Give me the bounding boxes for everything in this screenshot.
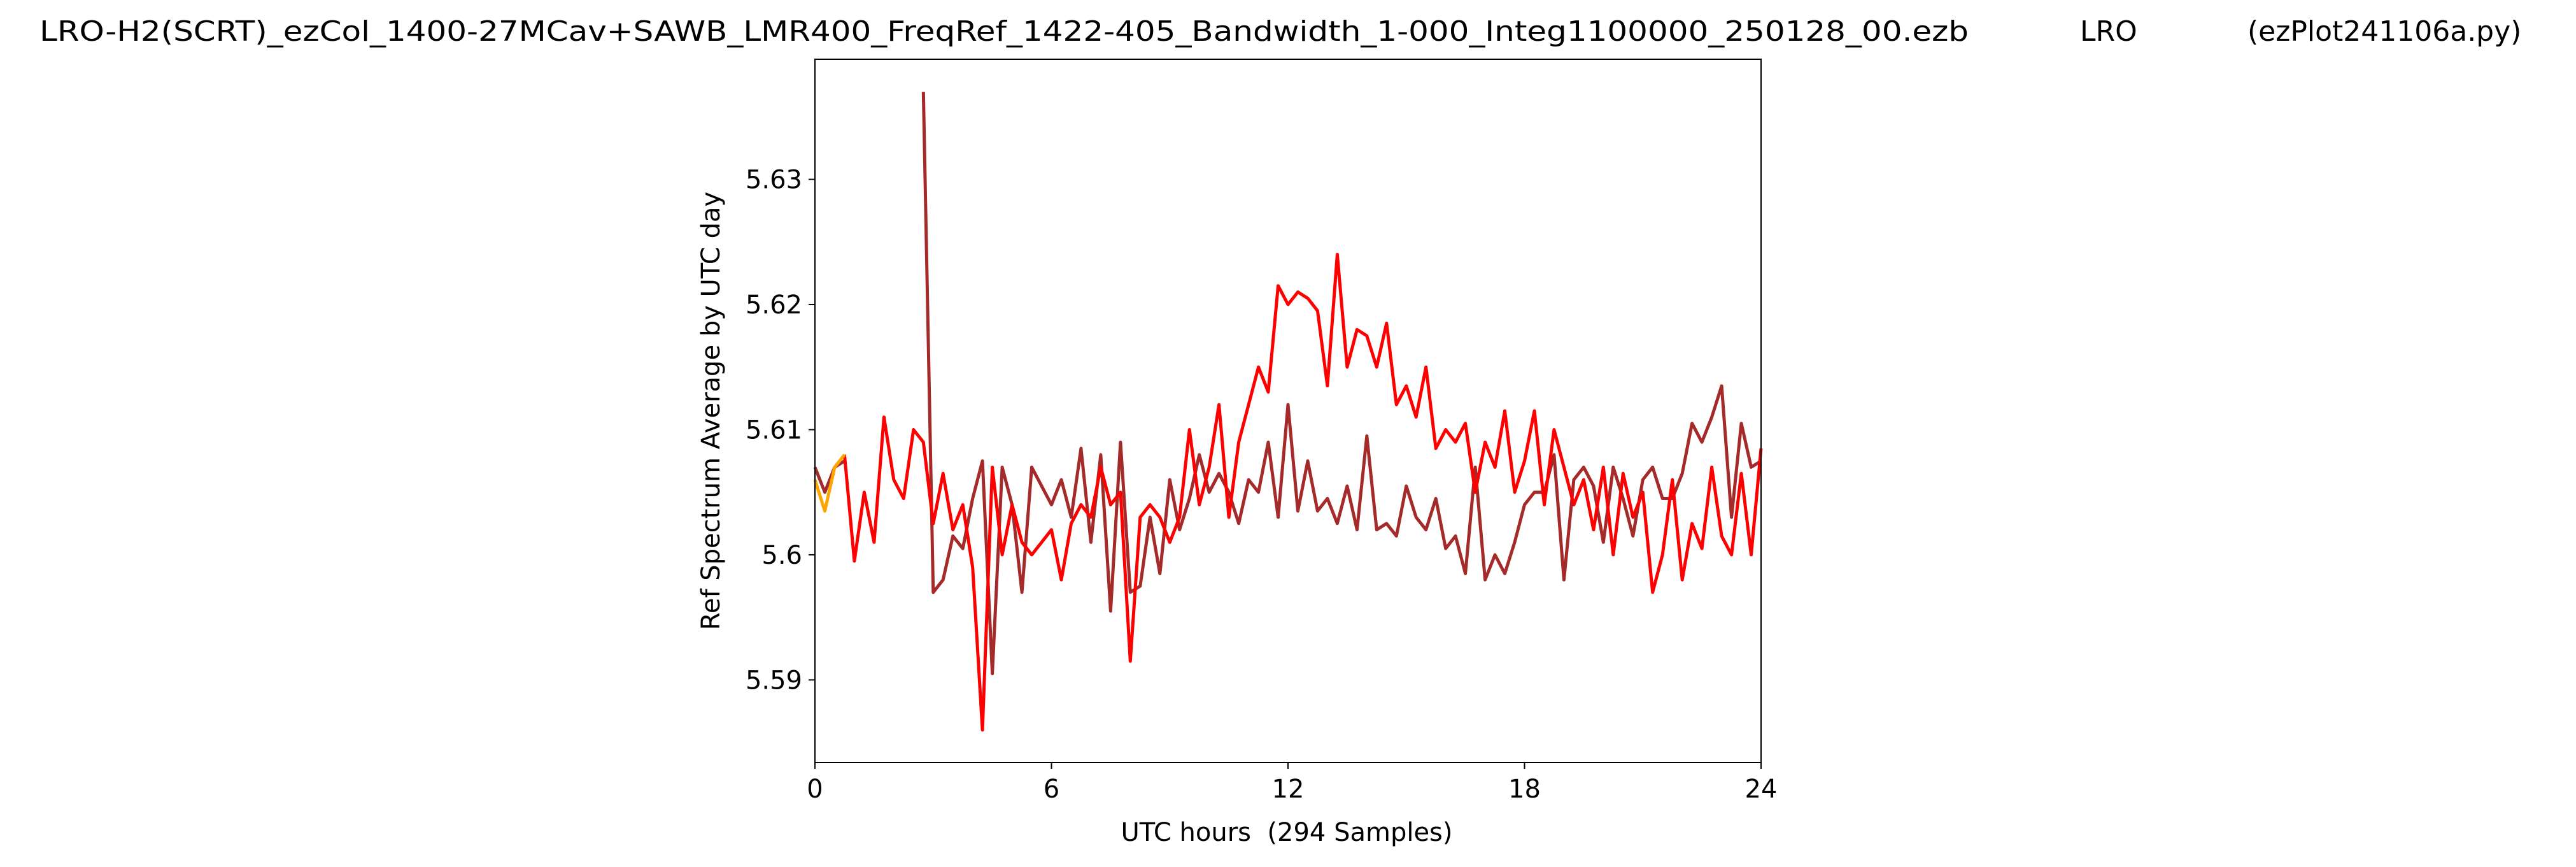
x-axis-label: UTC hours (294 Samples) — [1121, 818, 1453, 847]
y-tick-label: 5.59 — [746, 666, 802, 695]
y-tick-label: 5.62 — [746, 290, 802, 320]
x-tick-label: 6 — [1044, 775, 1059, 804]
chart-title: LRO-H2(SCRT)_ezCol_1400-27MCav+SAWB_LMR4… — [39, 15, 1969, 48]
x-tick-label: 24 — [1745, 775, 1778, 804]
x-tick-label: 0 — [807, 775, 823, 804]
y-axis-label: Ref Spectrum Average by UTC day — [697, 192, 726, 630]
annotation: LRO — [2080, 15, 2137, 48]
y-tick-label: 5.61 — [746, 415, 802, 445]
data-line — [813, 454, 846, 513]
x-tick-label: 18 — [1508, 775, 1541, 804]
data-line — [842, 252, 1763, 732]
y-tick-label: 5.63 — [746, 166, 802, 195]
x-tick-label: 12 — [1272, 775, 1305, 804]
plot-frame — [814, 59, 1762, 763]
annotation: (ezPlot241106a.py) — [2247, 15, 2521, 48]
y-tick-label: 5.6 — [761, 541, 802, 570]
